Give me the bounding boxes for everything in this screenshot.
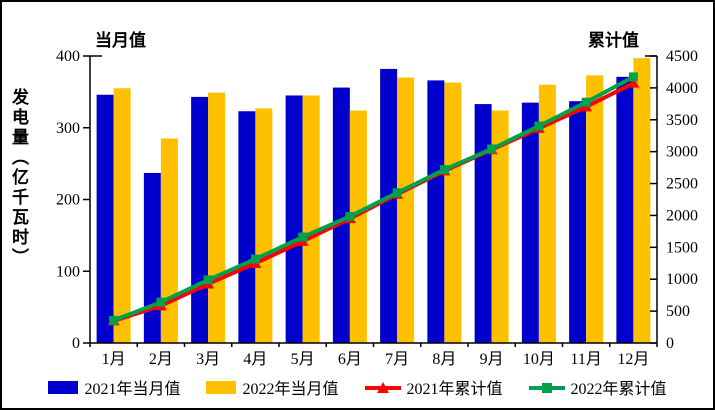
bar-bar2022 [255, 108, 273, 343]
bar-bar2021 [569, 101, 587, 343]
bar-bar2022 [633, 58, 651, 344]
marker-square-line2022 [345, 211, 355, 221]
x-axis-label: 3月 [196, 351, 220, 368]
x-axis-label: 9月 [480, 351, 504, 368]
legend-label-bar2021: 2021年当月值 [84, 381, 181, 398]
bar-bar2021 [238, 111, 256, 343]
legend-item-line2022: 2022年累计值 [528, 375, 667, 399]
right-axis-tick-label: 2500 [666, 176, 698, 193]
right-axis-tick-label: 4500 [666, 48, 698, 65]
marker-square-line2022 [203, 275, 213, 285]
bar-bar2022 [397, 77, 415, 344]
bar-bar2022 [302, 95, 320, 344]
marker-square-line2022 [156, 297, 166, 307]
bar-bar2021 [521, 102, 539, 343]
marker-triangle-line2021 [627, 77, 640, 88]
bar-bar2021 [474, 104, 492, 343]
marker-square-line2022 [581, 97, 591, 107]
right-axis-tick-label: 1000 [666, 271, 698, 288]
right-axis-tick-label: 500 [666, 303, 690, 320]
right-axis-tick-label: 4000 [666, 80, 698, 97]
x-axis-label: 1月 [102, 351, 126, 368]
legend-swatch-bar2021-icon [48, 380, 79, 394]
left-axis-tick-label: 100 [56, 263, 80, 280]
marker-square-line2022 [439, 165, 449, 175]
marker-square-line2022 [628, 72, 638, 82]
x-axis-label: 12月 [617, 351, 649, 368]
bar-bar2022 [491, 110, 509, 343]
bar-bar2022 [586, 75, 604, 343]
marker-square-line2022 [109, 315, 119, 325]
x-axis-label: 5月 [291, 351, 315, 368]
legend-label-bar2022: 2022年当月值 [242, 381, 339, 398]
legend-swatch-line2021-icon [364, 381, 401, 394]
marker-square-line2022 [392, 188, 402, 198]
marker-square-line2022 [487, 144, 497, 154]
legend-label-line2022: 2022年累计值 [570, 381, 667, 398]
y-axis-title: 发电量（亿千瓦时） [9, 88, 28, 268]
left-axis-caption: 当月值 [95, 31, 146, 50]
left-axis-tick-label: 0 [72, 335, 80, 352]
square-marker-icon [541, 382, 552, 393]
line-line2022 [112, 75, 635, 323]
marker-square-line2022 [250, 254, 260, 264]
x-axis-label: 11月 [570, 351, 601, 368]
legend-item-line2021: 2021年累计值 [364, 375, 503, 399]
x-axis-label: 10月 [523, 351, 555, 368]
right-axis-tick-label: 2000 [666, 207, 698, 224]
legend: 2021年当月值 2022年当月值 2021年累计值 2022年累计值 [2, 374, 713, 400]
left-axis-tick-label: 400 [56, 48, 80, 65]
bar-bar2021 [96, 94, 114, 344]
bar-bar2022 [160, 138, 178, 343]
bar-bar2022 [538, 84, 556, 343]
x-axis-label: 8月 [432, 351, 456, 368]
bar-bar2021 [380, 68, 398, 343]
right-axis-tick-label: 0 [666, 335, 674, 352]
x-axis-label: 2月 [149, 351, 173, 368]
right-axis-tick-label: 3500 [666, 112, 698, 129]
bar-bar2021 [285, 95, 303, 344]
left-axis-tick-label: 300 [56, 120, 80, 137]
x-axis-label: 6月 [338, 351, 362, 368]
right-axis-tick-label: 3000 [666, 144, 698, 161]
bar-bar2022 [444, 82, 462, 344]
legend-item-bar2022: 2022年当月值 [206, 375, 339, 399]
x-axis-label: 7月 [385, 351, 409, 368]
marker-square-line2022 [534, 121, 544, 131]
bar-bar2021 [332, 87, 350, 343]
bar-bar2022 [208, 92, 226, 343]
bar-bar2021 [143, 172, 161, 343]
right-axis-caption: 累计值 [588, 31, 639, 50]
legend-item-bar2021: 2021年当月值 [48, 375, 180, 399]
marker-square-line2022 [298, 232, 308, 242]
x-axis-label: 4月 [243, 351, 267, 368]
legend-label-line2021: 2021年累计值 [406, 381, 503, 398]
bar-bar2022 [113, 88, 131, 343]
left-axis-tick-label: 200 [56, 192, 80, 209]
bar-bar2021 [191, 96, 209, 344]
bar-bar2021 [427, 80, 445, 344]
bar-bar2021 [616, 76, 634, 344]
triangle-marker-icon [376, 381, 389, 393]
bar-bar2022 [349, 110, 367, 343]
legend-swatch-bar2022-icon [206, 380, 237, 394]
legend-swatch-line2022-icon [528, 381, 565, 394]
right-axis-tick-label: 1500 [666, 239, 698, 256]
